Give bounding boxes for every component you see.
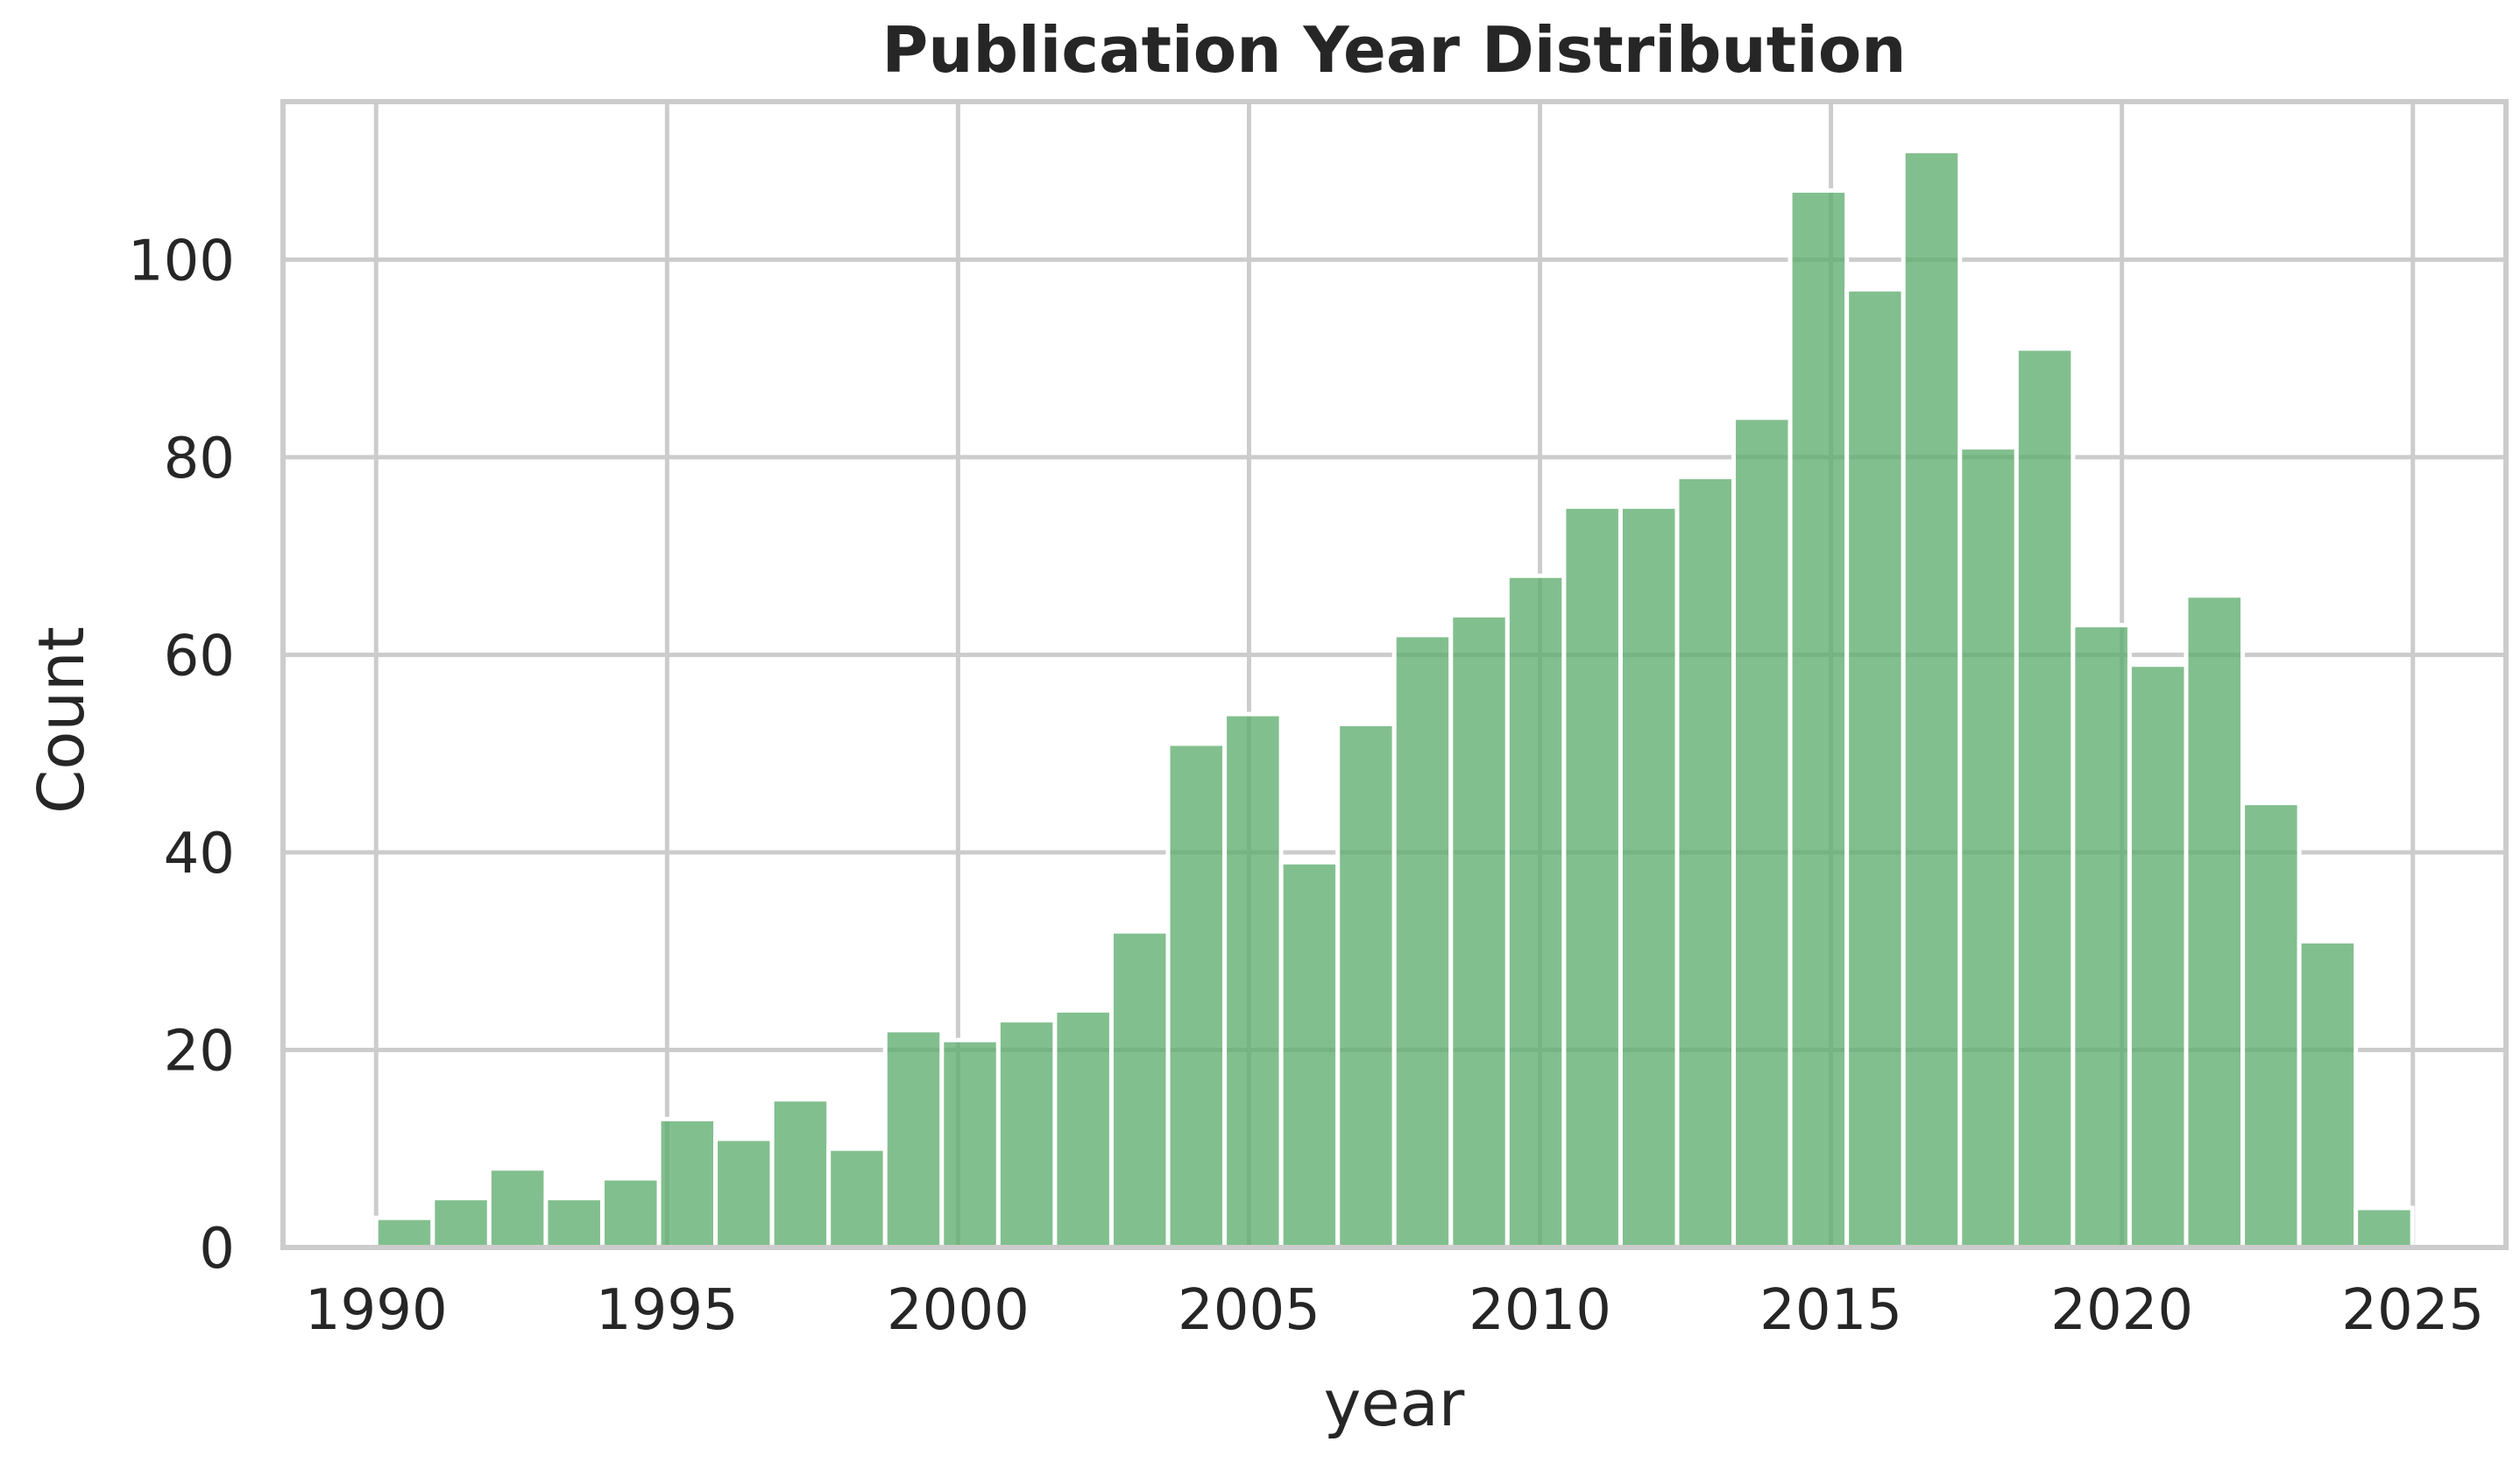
y-tick-label: 80 [164,427,235,491]
y-axis-label: Count [25,626,98,814]
histogram-bar [1901,148,1963,1250]
histogram-bar [1165,741,1228,1250]
histogram-bar [713,1136,775,1250]
histogram-bar [2127,662,2189,1250]
histogram-bar [430,1196,492,1250]
histogram-bar [1391,633,1454,1250]
x-tick-label: 2010 [1469,1278,1611,1343]
y-tick-label: 40 [164,822,235,887]
histogram-bar [373,1215,435,1250]
histogram-bar [2014,346,2076,1250]
histogram-bar [1617,504,1680,1250]
plot-frame [280,99,2509,1250]
histogram-bar [1222,711,1284,1250]
histogram-bar [1504,573,1567,1250]
histogram-bar [2354,1205,2415,1250]
histogram-bar [1731,415,1793,1250]
histogram-bar [1448,612,1510,1250]
tick-labels: 1990 1995 2000 2005 2010 2015 2020 2025 0 20 40 60 8… [128,229,2484,1343]
y-tick-label: 20 [164,1019,235,1084]
x-tick-label: 2025 [2341,1278,2484,1343]
histogram-bar [2297,938,2359,1250]
histogram-bar [656,1116,718,1250]
histogram-bar [1108,929,1171,1250]
histogram-bar [1674,474,1737,1250]
bars [373,148,2415,1250]
histogram-bar [543,1196,605,1250]
histogram-bar [599,1176,662,1250]
y-tick-label: 60 [164,624,235,689]
y-tick-label: 100 [128,229,235,293]
histogram-bar [1561,504,1623,1250]
histogram-bar [2184,593,2246,1250]
histogram-bar [882,1028,945,1250]
histogram-bar [1844,286,1906,1250]
x-tick-label: 2020 [2050,1278,2193,1343]
x-tick-label: 2000 [887,1278,1030,1343]
x-axis-label: year [1324,1367,1465,1440]
x-tick-label: 1995 [596,1278,739,1343]
x-tick-label: 1990 [305,1278,448,1343]
histogram-bar [826,1146,888,1250]
histogram-bar [1052,1007,1114,1250]
histogram-bar [995,1018,1058,1250]
histogram-bar [769,1097,832,1250]
x-tick-label: 2015 [1759,1278,1902,1343]
y-tick-label: 0 [199,1217,235,1282]
histogram-bar [2240,801,2302,1250]
x-tick-label: 2005 [1178,1278,1320,1343]
histogram-bar [486,1166,549,1250]
histogram-bar [1957,445,2019,1250]
histogram-bar [939,1037,1001,1250]
chart-title: Publication Year Distribution [881,13,1906,87]
axes-spines [280,99,2509,1250]
histogram-bar [1335,721,1397,1250]
histogram-bar [2071,623,2132,1250]
histogram-bar [1278,859,1341,1250]
histogram-bar [1787,187,1850,1250]
